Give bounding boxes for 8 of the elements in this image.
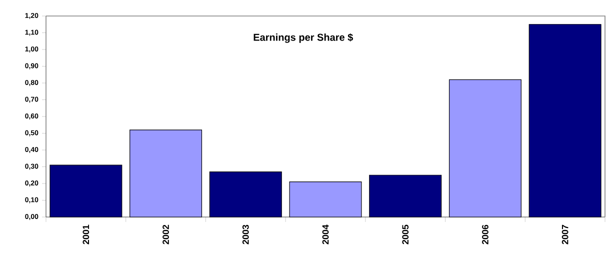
x-tick-label: 2003	[242, 224, 249, 244]
x-tick-label: 2006	[482, 224, 488, 244]
text: Earnings per Share $	[254, 33, 354, 43]
x-tick-label: 2007	[562, 224, 568, 244]
x-tick-label: 2002	[162, 224, 169, 244]
x-tick-label: 2001	[82, 224, 90, 244]
x-tick-label: 2005	[402, 224, 409, 244]
x-tick-label: 2004	[322, 224, 329, 244]
